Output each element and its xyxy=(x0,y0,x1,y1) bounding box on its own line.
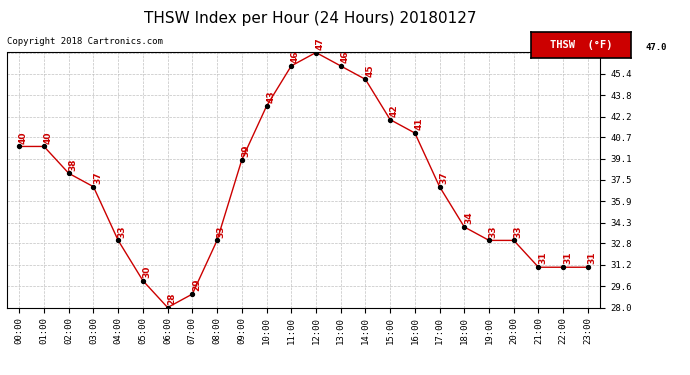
Text: 33: 33 xyxy=(513,225,522,238)
Point xyxy=(88,184,99,190)
Text: 47: 47 xyxy=(315,37,324,50)
Point xyxy=(236,157,247,163)
Point xyxy=(533,264,544,270)
Text: 30: 30 xyxy=(143,266,152,278)
Text: Copyright 2018 Cartronics.com: Copyright 2018 Cartronics.com xyxy=(7,38,163,46)
Text: 37: 37 xyxy=(93,171,102,184)
Text: 37: 37 xyxy=(440,171,449,184)
Text: 45: 45 xyxy=(365,64,374,76)
Point xyxy=(261,103,272,109)
Text: 31: 31 xyxy=(588,252,597,264)
Point xyxy=(558,264,569,270)
Point xyxy=(384,117,395,123)
Text: 33: 33 xyxy=(118,225,127,238)
Text: 34: 34 xyxy=(464,211,473,224)
Point xyxy=(162,304,173,310)
Point xyxy=(459,224,470,230)
Text: 28: 28 xyxy=(167,292,176,305)
Point xyxy=(409,130,420,136)
Text: 47.0: 47.0 xyxy=(645,43,667,52)
Point xyxy=(509,237,520,243)
Text: 33: 33 xyxy=(489,225,497,238)
Point xyxy=(360,76,371,82)
Text: 38: 38 xyxy=(68,158,77,171)
Text: 46: 46 xyxy=(340,51,349,63)
Point xyxy=(335,63,346,69)
Point xyxy=(14,144,25,150)
Text: THSW  (°F): THSW (°F) xyxy=(550,40,613,50)
Text: 41: 41 xyxy=(415,118,424,130)
Text: 33: 33 xyxy=(217,225,226,238)
Point xyxy=(286,63,297,69)
Text: 40: 40 xyxy=(43,131,52,144)
Text: 29: 29 xyxy=(192,279,201,291)
Text: 43: 43 xyxy=(266,91,275,104)
Point xyxy=(39,144,50,150)
Point xyxy=(582,264,593,270)
Point xyxy=(434,184,445,190)
Text: THSW Index per Hour (24 Hours) 20180127: THSW Index per Hour (24 Hours) 20180127 xyxy=(144,11,477,26)
Text: 39: 39 xyxy=(241,144,250,157)
Text: 46: 46 xyxy=(291,51,300,63)
Text: 40: 40 xyxy=(19,131,28,144)
Text: 42: 42 xyxy=(390,104,399,117)
Point xyxy=(187,291,198,297)
Point xyxy=(63,170,75,176)
Point xyxy=(310,50,322,55)
Point xyxy=(137,278,148,284)
Point xyxy=(112,237,124,243)
Text: 31: 31 xyxy=(538,252,547,264)
Text: 31: 31 xyxy=(563,252,572,264)
Point xyxy=(484,237,495,243)
Point xyxy=(212,237,223,243)
